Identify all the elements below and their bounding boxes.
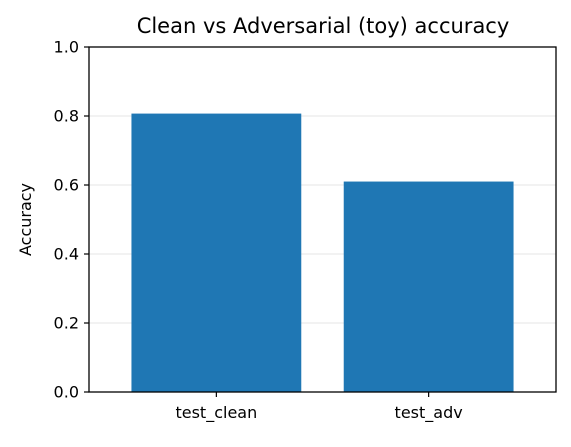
y-axis-label: Accuracy — [16, 183, 35, 256]
bars — [131, 113, 514, 393]
y-tick-label: 1.0 — [54, 38, 79, 57]
bar-test-clean — [131, 113, 302, 393]
y-tick-label: 0.0 — [54, 383, 79, 402]
plot-frame — [88, 46, 557, 393]
y-tick-label: 0.6 — [54, 176, 79, 195]
x-tick-label: test_adv — [395, 403, 463, 423]
y-tick-label: 0.4 — [54, 245, 79, 264]
y-tick-label: 0.2 — [54, 314, 79, 333]
y-tick-label: 0.8 — [54, 107, 79, 126]
x-axis-ticks: test_clean test_adv — [175, 392, 463, 423]
x-tick-label: test_clean — [175, 403, 257, 423]
y-axis-ticks: 0.0 0.2 0.4 0.6 0.8 1.0 — [54, 38, 89, 402]
chart-title: Clean vs Adversarial (toy) accuracy — [137, 14, 510, 38]
bar-test-adv — [343, 181, 514, 392]
